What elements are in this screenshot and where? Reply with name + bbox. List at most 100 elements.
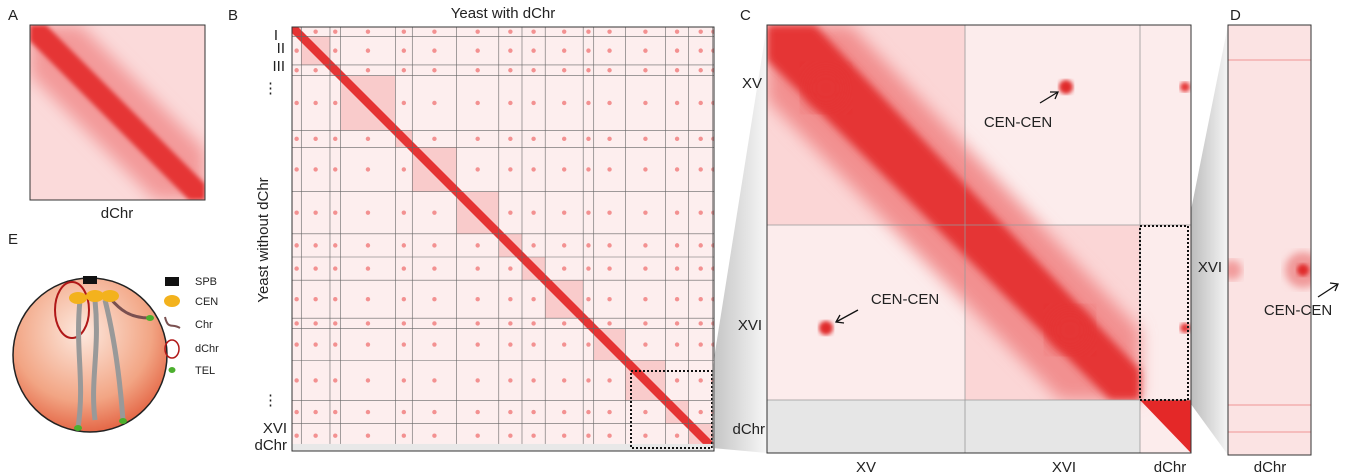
cen-contact [333,321,338,326]
cen-contact [333,296,338,302]
frame [1227,24,1312,456]
cen-contact [432,266,437,271]
cen-contact [698,409,703,415]
cen-contact [365,136,371,142]
cen-contact [531,342,536,347]
cen-contact [561,409,567,415]
arrow-head [834,314,845,324]
cen-contact [643,136,648,142]
col-label: dChr [1154,459,1187,474]
cen-contact [294,48,299,53]
arrow-head [1050,91,1059,100]
cen-contact [401,29,407,34]
cen-contact [643,296,648,302]
annotation: CEN-CEN [984,114,1052,131]
cen-contact [531,29,536,34]
cen-contact [294,433,299,438]
cen-contact [586,342,591,347]
cen-contact [294,100,299,106]
cen-contact [531,100,536,106]
cen-contact [475,167,480,172]
row-label: dChr [254,437,287,454]
cen-contact [586,266,591,271]
cen-contact [674,100,680,106]
cen-contact [674,210,680,215]
cen-contact [607,321,612,326]
cen-contact [561,433,567,438]
cen-contact [401,167,407,172]
cen-contact [401,266,407,271]
cen-contact [432,409,437,415]
row-label: I [274,27,278,44]
zoom-connector [1188,25,1228,455]
cen-contact [508,409,513,415]
arrow-head [1329,282,1339,292]
cen-contact [586,167,591,172]
row-label: ⋮ [263,80,278,97]
cen-contact [643,243,648,248]
cen-contact [711,321,714,326]
heatmap-d [1228,25,1311,455]
cen-contact [333,378,338,383]
arrow [835,309,859,323]
row-label: dChr [732,421,765,438]
row-label: XVI [1198,259,1222,276]
cen-contact [586,243,591,248]
cen-contact [294,296,299,302]
cen-contact [607,266,612,271]
cen-contact [313,136,318,142]
cen-contact [401,68,407,73]
cen-contact [607,243,612,248]
cen-contact [561,167,567,172]
cen-contact [508,321,513,326]
cen-contact [432,100,437,106]
cen-contact [607,68,612,73]
cen-contact [365,296,371,302]
cen-contact [432,48,437,53]
cen-contact [674,243,680,248]
cen-contact [607,409,612,415]
cen-contact [313,433,318,438]
cen-contact [333,167,338,172]
cen-contact [711,243,714,248]
cen-contact [333,342,338,347]
cen-contact [698,29,703,34]
col-label: XV [856,459,876,474]
cen-contact [313,68,318,73]
cen-contact [698,342,703,347]
cen-contact [586,433,591,438]
cen-contact [365,29,371,34]
cen-contact [475,409,480,415]
cen-contact [698,266,703,271]
cen-contact [432,136,437,142]
cen-contact [401,321,407,326]
heatmap-c [767,25,1191,453]
row-label: XVI [263,420,287,437]
cen-contact [586,100,591,106]
cen-contact [475,48,480,53]
cen-contact [294,342,299,347]
cen-contact [294,68,299,73]
cen-contact [508,136,513,142]
cen-contact [401,100,407,106]
cen-contact [475,266,480,271]
cen-contact [698,378,703,383]
cen-contact [294,136,299,142]
cen-contact [607,48,612,53]
cen-contact [365,409,371,415]
legend-label: SPB [195,276,217,288]
cen-contact [531,210,536,215]
cen-contact [432,378,437,383]
cen-contact [561,266,567,271]
cen-contact [561,68,567,73]
cen-contact [432,321,437,326]
cen-contact [711,48,714,53]
cen-contact [674,29,680,34]
cen-contact [508,167,513,172]
cen-contact [365,342,371,347]
cen-contact [586,136,591,142]
x-label: dChr [101,205,134,222]
legend-label: TEL [195,365,215,377]
cen-contact [698,321,703,326]
